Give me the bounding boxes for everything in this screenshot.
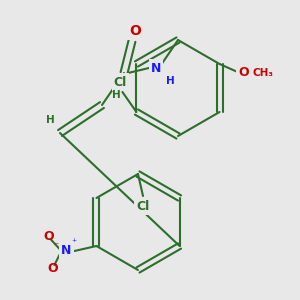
Text: H: H: [112, 90, 121, 100]
Text: O: O: [47, 262, 58, 275]
Text: N: N: [61, 244, 72, 257]
Text: H: H: [46, 115, 55, 125]
Text: Cl: Cl: [136, 200, 150, 212]
Text: O: O: [129, 24, 141, 38]
Text: ⁺: ⁺: [71, 238, 77, 248]
Text: N: N: [151, 61, 161, 74]
Text: CH₃: CH₃: [253, 68, 274, 78]
Text: ⁻: ⁻: [53, 241, 58, 251]
Text: O: O: [43, 230, 54, 244]
Text: O: O: [238, 67, 249, 80]
Text: Cl: Cl: [114, 76, 127, 88]
Text: H: H: [166, 76, 175, 86]
